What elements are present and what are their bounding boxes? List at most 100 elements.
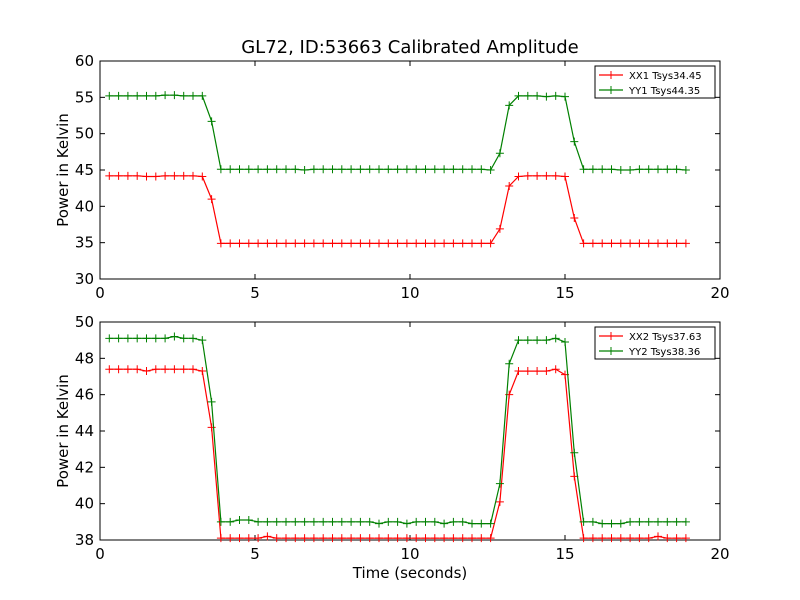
data-point-marker (402, 239, 411, 248)
data-point-marker (328, 517, 337, 526)
y-axis-label: Power in Kelvin (54, 113, 72, 227)
data-point-marker (681, 166, 690, 174)
data-point-marker (588, 165, 597, 174)
data-point-marker (226, 517, 235, 526)
top-panel: 0 5 10 15 20 30 35 40 45 50 55 60 Power in Kelvin XX1… (54, 52, 730, 302)
x-tick-label: 0 (95, 284, 105, 302)
data-point-marker (189, 334, 197, 343)
data-point-marker (440, 239, 449, 248)
data-point-marker (244, 534, 253, 543)
data-point-marker (356, 239, 365, 248)
data-point-marker (523, 336, 532, 345)
data-point-marker (189, 91, 197, 100)
y-tick-label: 50 (75, 125, 94, 143)
data-point-marker (458, 517, 467, 526)
data-point-marker (654, 532, 662, 541)
data-point-marker (365, 165, 374, 174)
y-tick-label: 44 (75, 422, 94, 440)
data-point-marker (468, 519, 476, 528)
data-point-marker (375, 239, 383, 248)
data-point-marker (468, 239, 476, 248)
data-point-marker (105, 365, 114, 374)
data-point-marker (235, 534, 244, 543)
data-point-marker (170, 365, 179, 374)
data-point-marker (272, 239, 281, 248)
data-point-marker (663, 534, 672, 543)
data-point-marker (486, 534, 495, 543)
data-point-marker (328, 534, 337, 543)
data-point-marker (365, 517, 374, 526)
data-point-marker (226, 165, 235, 174)
data-point-marker (123, 334, 132, 343)
data-point-marker (663, 239, 672, 248)
data-point-marker (542, 367, 551, 376)
data-point-marker (309, 517, 318, 526)
data-point-marker (635, 239, 644, 248)
data-point-marker (319, 165, 328, 174)
data-point-marker (375, 534, 383, 543)
data-point-marker (235, 516, 244, 525)
data-point-marker (672, 165, 681, 174)
data-point-marker (495, 149, 504, 158)
data-point-marker (523, 91, 532, 100)
x-tick-label: 10 (400, 545, 419, 563)
data-point-marker (412, 165, 421, 174)
data-point-marker (468, 534, 476, 543)
data-point-marker (133, 171, 142, 180)
data-point-marker (477, 534, 486, 543)
data-point-marker (291, 534, 300, 543)
data-point-marker (179, 91, 188, 100)
x-tick-label: 0 (95, 545, 105, 563)
data-point-marker (235, 165, 244, 174)
data-point-marker (226, 534, 235, 543)
data-point-marker (579, 165, 588, 174)
data-point-marker (672, 534, 681, 543)
data-point-marker (123, 91, 132, 100)
data-point-marker (412, 534, 421, 543)
data-point-marker (542, 336, 551, 345)
data-point-marker (272, 517, 281, 526)
data-point-marker (161, 171, 170, 180)
legend-marker (607, 347, 615, 355)
data-point-marker (365, 239, 374, 248)
y-tick-label: 38 (75, 531, 94, 549)
data-point-marker (105, 91, 114, 100)
data-point-marker (356, 165, 365, 174)
data-point-marker (142, 367, 151, 376)
data-point-marker (337, 517, 346, 526)
data-point-marker (300, 239, 309, 248)
data-point-marker (179, 365, 188, 374)
data-point-marker (226, 239, 235, 248)
data-point-marker (254, 534, 263, 543)
data-point-marker (189, 365, 197, 374)
data-point-marker (486, 239, 495, 248)
data-point-marker (198, 172, 207, 181)
data-point-marker (282, 517, 290, 526)
data-point-marker (319, 239, 328, 248)
data-point-marker (300, 534, 309, 543)
data-point-marker (347, 239, 356, 248)
data-point-marker (263, 165, 272, 174)
data-point-marker (570, 448, 579, 457)
data-point-marker (533, 171, 542, 180)
data-point-marker (523, 171, 532, 180)
data-point-marker (654, 239, 662, 248)
data-point-marker (616, 239, 625, 248)
data-point-marker (123, 365, 132, 374)
y-tick-label: 55 (75, 88, 94, 106)
legend-marker (607, 86, 615, 94)
data-point-marker (282, 239, 290, 248)
data-point-marker (449, 517, 458, 526)
data-point-marker (198, 336, 207, 345)
y-tick-label: 50 (75, 313, 94, 331)
data-point-marker (365, 534, 374, 543)
data-point-marker (551, 365, 560, 374)
data-point-marker (244, 516, 253, 525)
data-point-marker (635, 534, 644, 543)
y-axis-label: Power in Kelvin (54, 374, 72, 488)
data-point-marker (291, 165, 300, 174)
data-point-marker (449, 165, 458, 174)
data-point-marker (514, 172, 523, 181)
data-point-marker (254, 239, 263, 248)
